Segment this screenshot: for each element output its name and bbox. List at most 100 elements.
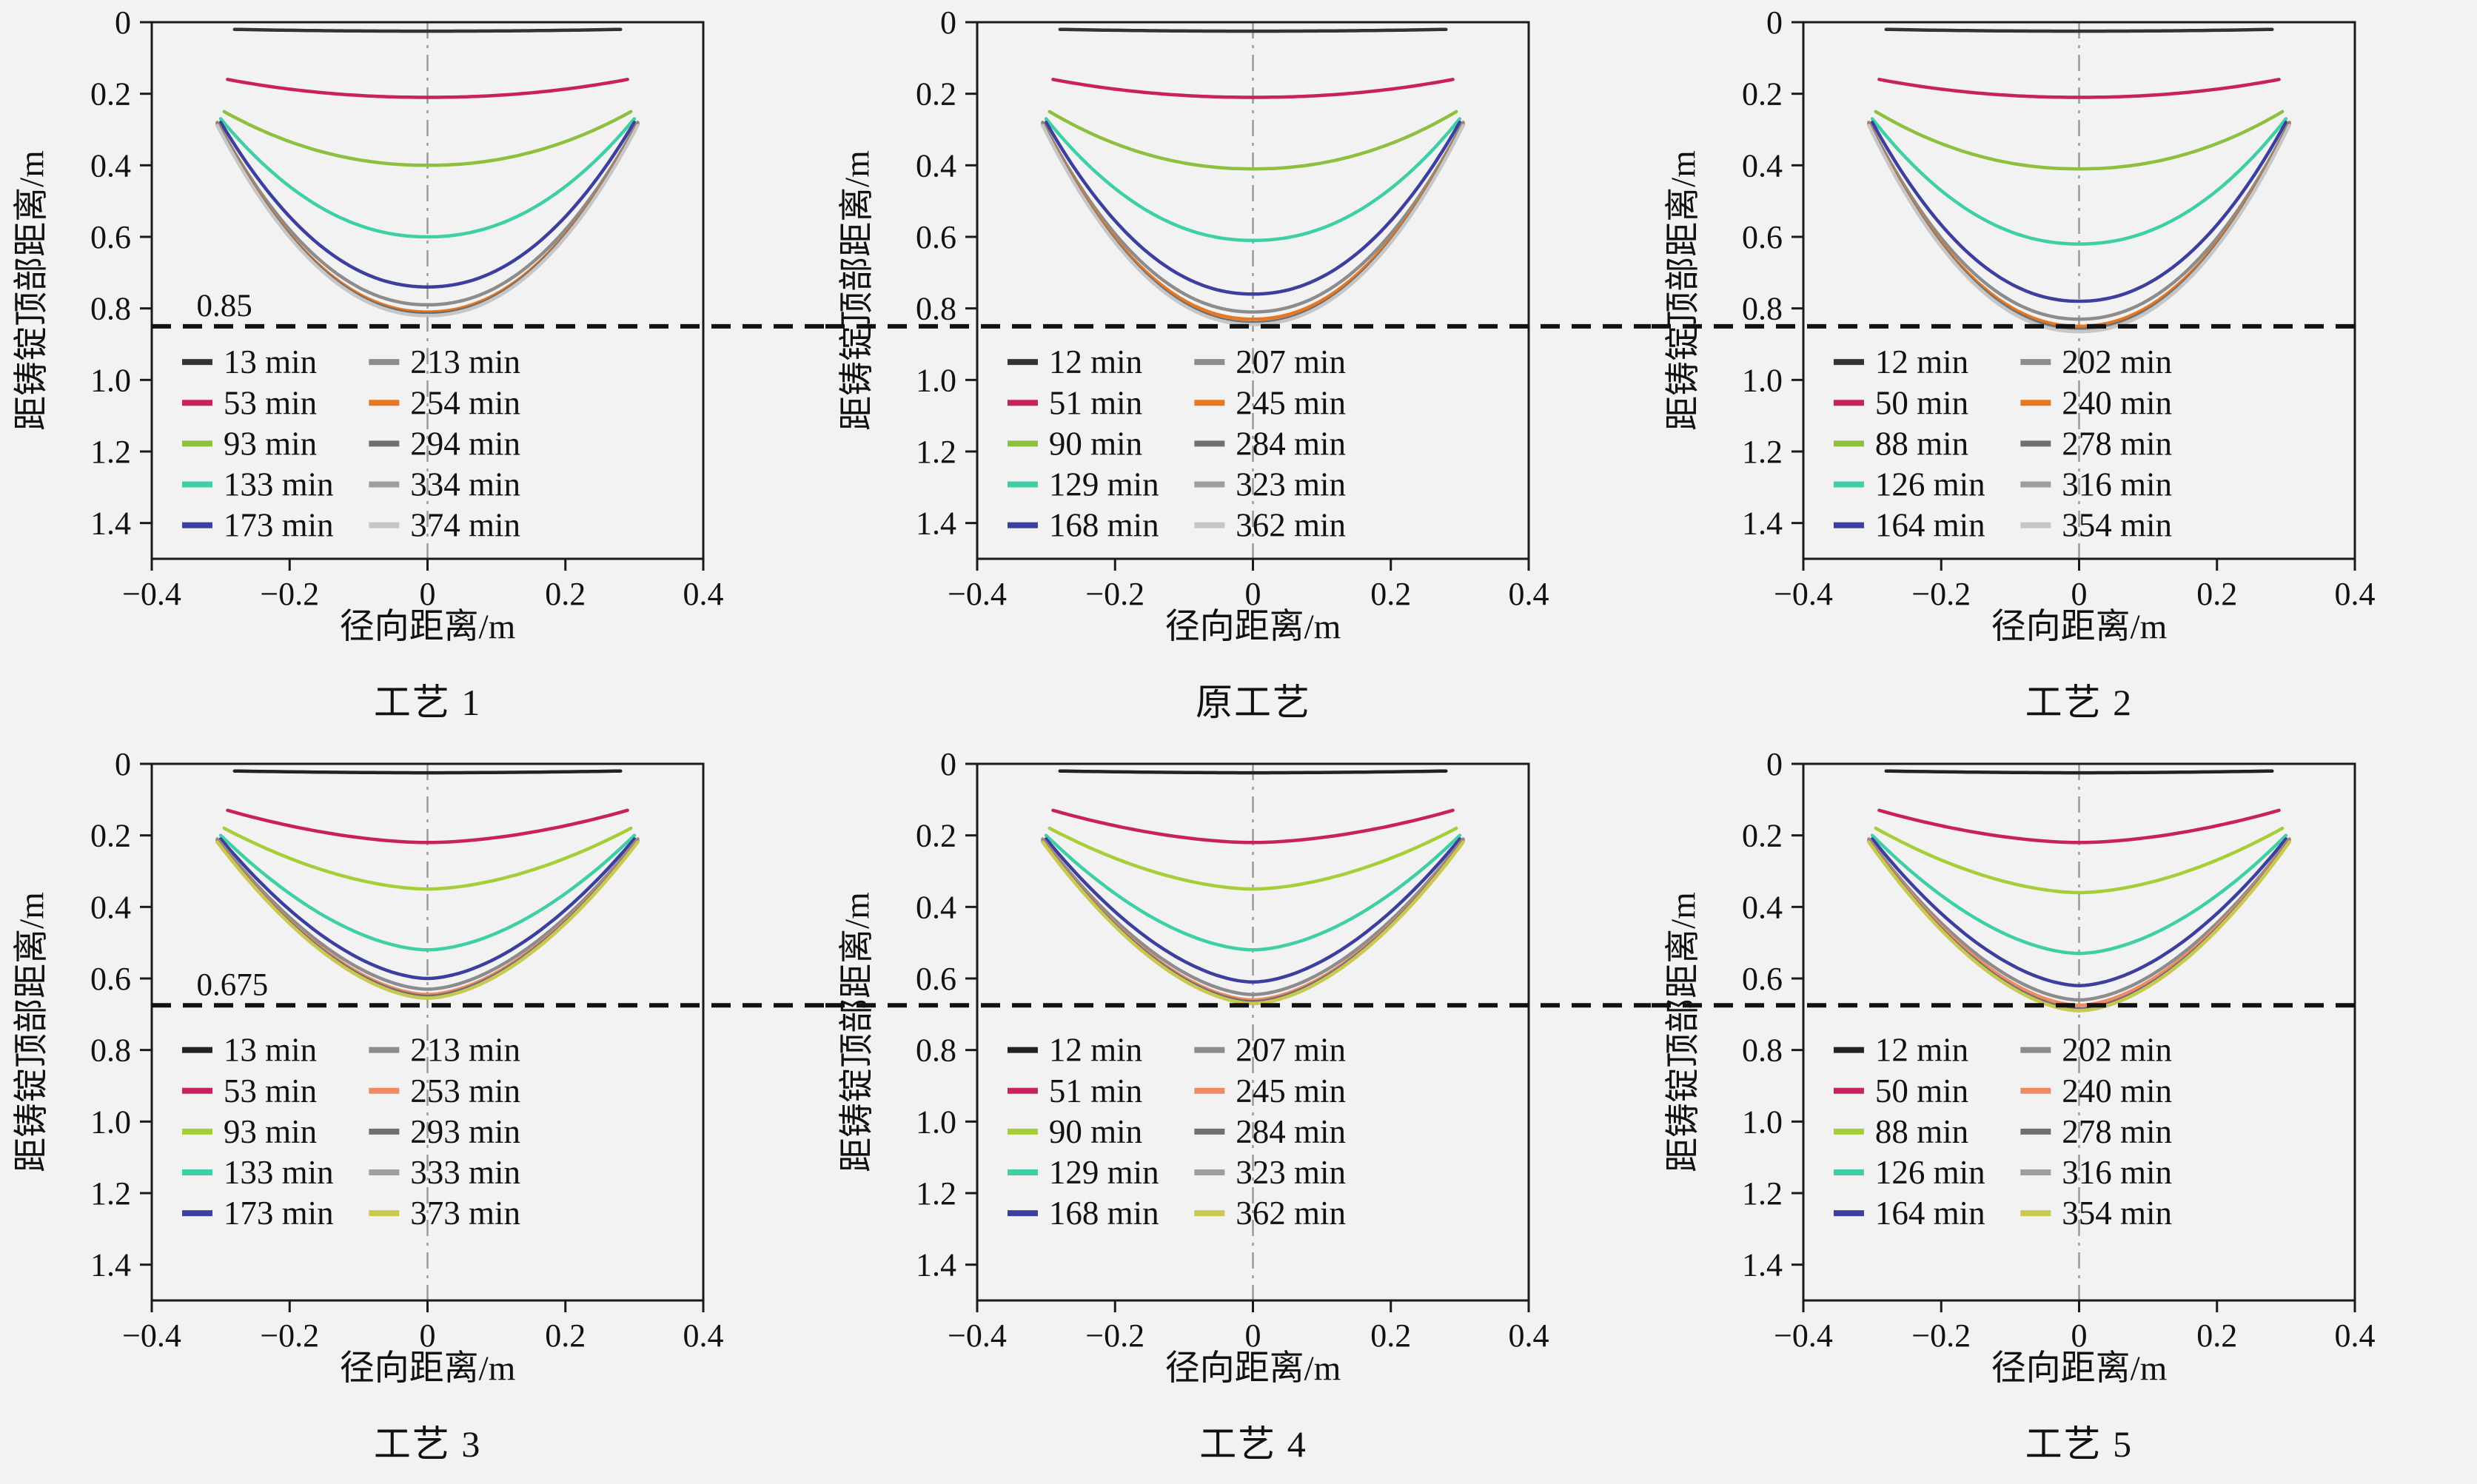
legend-label: 93 min (224, 1113, 317, 1150)
y-tick-label: 0 (1766, 746, 1783, 782)
x-tick-label: 0.2 (2196, 576, 2237, 612)
y-tick-label: 0.6 (90, 961, 131, 997)
y-tick-label: 0.2 (916, 76, 956, 113)
y-tick-label: 0.2 (1742, 818, 1783, 854)
legend-label: 129 min (1049, 1154, 1159, 1191)
profile-curve-13-min (232, 27, 623, 33)
profile-curve-133-min (219, 117, 637, 239)
x-tick-label: −0.2 (260, 576, 319, 612)
x-tick-label: 0 (1245, 576, 1261, 612)
x-tick-label: 0.2 (1371, 576, 1412, 612)
profile-curve-53-min (226, 808, 630, 845)
subplot-process-4-canvas: 0 0.2 0.4 0.6 0.8 1.0 1.2 1.4 −0.4 −0.2 0 0.2 0.4 距铸锭… (825, 746, 1652, 1388)
subplot-process-2: 0 0.2 0.4 0.6 0.8 1.0 1.2 1.4 −0.4 −0.2 0 0.2 0.4 距铸锭… (1651, 0, 2477, 742)
profile-curve-164-min (1870, 121, 2287, 303)
legend-label: 173 min (224, 1195, 334, 1232)
profile-curve-133-min (219, 833, 637, 952)
profile-curve-173-min (219, 837, 637, 981)
legend-label: 50 min (1875, 384, 1968, 421)
profile-curve-164-min (1870, 837, 2287, 987)
subplot-process-1: 0 0.2 0.4 0.6 0.8 1.0 1.2 1.4 −0.4 −0.2 0 0.2 0.4 距铸锭… (0, 0, 826, 742)
y-tick-label: 0 (940, 746, 956, 782)
x-tick-label: 0.2 (2196, 1317, 2237, 1354)
subplot-process-4: 0 0.2 0.4 0.6 0.8 1.0 1.2 1.4 −0.4 −0.2 0 0.2 0.4 距铸锭… (825, 742, 1652, 1484)
y-tick-label: 1.0 (1742, 362, 1783, 398)
subplot-process-3-title: 工艺 3 (373, 1423, 482, 1465)
profile-curve-126-min (1870, 833, 2287, 956)
x-axis-label: 径向距离/m (340, 608, 516, 646)
y-tick-label: 0.6 (1742, 961, 1783, 997)
y-tick-label: 0.4 (90, 889, 131, 925)
legend-label: 294 min (410, 425, 520, 462)
x-axis-label: 径向距离/m (1165, 1349, 1341, 1388)
profile-curve-90-min (1048, 826, 1458, 891)
legend-label: 354 min (2062, 1195, 2172, 1232)
legend-label: 207 min (1236, 1032, 1347, 1069)
legend-label: 51 min (1049, 384, 1142, 421)
legend-label: 12 min (1875, 343, 1968, 380)
y-tick-label: 0.4 (916, 147, 956, 184)
profile-curve-12-min (1884, 769, 2274, 775)
legend-label: 202 min (2062, 1032, 2172, 1069)
y-tick-label: 1.2 (1742, 1175, 1783, 1212)
y-tick-label: 0.4 (916, 889, 956, 925)
legend-label: 93 min (224, 425, 317, 462)
y-tick-label: 1.2 (916, 434, 956, 470)
y-tick-label: 0.6 (916, 961, 956, 997)
legend-label: 374 min (410, 507, 520, 544)
y-tick-label: 0.2 (90, 818, 131, 854)
legend-label: 133 min (224, 466, 334, 503)
legend-label: 245 min (1236, 384, 1347, 421)
legend-label: 333 min (410, 1154, 520, 1191)
y-tick-label: 0.4 (90, 147, 131, 184)
profile-curve-168-min (1045, 837, 1462, 984)
legend-label: 240 min (2062, 1072, 2172, 1109)
legend-label: 164 min (1875, 1195, 1985, 1232)
profile-curve-362-min (1041, 124, 1466, 326)
y-tick-label: 0.4 (1742, 147, 1783, 184)
profile-curve-362-min (1041, 840, 1466, 1006)
subplot-process-2-title: 工艺 2 (2025, 682, 2134, 723)
y-tick-label: 0 (940, 4, 956, 41)
legend-label: 278 min (2062, 425, 2172, 462)
y-tick-label: 1.4 (916, 1247, 956, 1283)
y-tick-label: 1.0 (916, 1104, 956, 1140)
x-tick-label: −0.4 (122, 1317, 181, 1354)
legend-label: 362 min (1236, 1195, 1347, 1232)
profile-curve-93-min (222, 826, 633, 891)
legend-label: 126 min (1875, 466, 1985, 503)
legend-label: 168 min (1049, 1195, 1159, 1232)
legend-label: 129 min (1049, 466, 1159, 503)
x-tick-label: −0.4 (1774, 1317, 1833, 1354)
profile-curve-90-min (1048, 110, 1458, 171)
profile-curve-51-min (1051, 78, 1455, 99)
profile-curve-12-min (1059, 769, 1449, 775)
x-tick-label: 0.2 (1371, 1317, 1412, 1354)
y-tick-label: 1.2 (90, 434, 131, 470)
y-axis-label: 距铸锭顶部距离/m (13, 150, 51, 431)
legend-label: 173 min (224, 507, 334, 544)
legend-label: 323 min (1236, 466, 1347, 503)
legend-label: 284 min (1236, 425, 1347, 462)
legend-label: 88 min (1875, 1113, 1968, 1150)
subplot-process-1-canvas: 0 0.2 0.4 0.6 0.8 1.0 1.2 1.4 −0.4 −0.2 0 0.2 0.4 距铸锭… (13, 4, 826, 646)
y-tick-label: 1.0 (1742, 1104, 1783, 1140)
profile-curve-374-min (215, 124, 640, 318)
profile-curve-13-min (232, 769, 623, 775)
profile-curve-51-min (1051, 808, 1455, 845)
y-tick-label: 0.6 (1742, 219, 1783, 255)
subplot-process-5-title: 工艺 5 (2025, 1423, 2134, 1465)
x-tick-label: −0.4 (948, 576, 1008, 612)
legend-label: 213 min (410, 343, 520, 380)
profile-curve-173-min (219, 121, 637, 289)
x-axis-label: 径向距离/m (1165, 608, 1341, 646)
y-tick-label: 0.8 (916, 1033, 956, 1069)
profile-curve-129-min (1045, 117, 1462, 243)
profile-curve-50-min (1877, 78, 2281, 99)
subplot-process-2-canvas: 0 0.2 0.4 0.6 0.8 1.0 1.2 1.4 −0.4 −0.2 0 0.2 0.4 距铸锭… (1651, 4, 2375, 646)
y-tick-label: 0.8 (90, 1033, 131, 1069)
subplot-original-process-title: 原工艺 (1195, 682, 1311, 723)
legend-label: 254 min (410, 384, 520, 421)
profile-curve-93-min (222, 110, 633, 167)
profile-curve-202-min (1867, 837, 2291, 1002)
